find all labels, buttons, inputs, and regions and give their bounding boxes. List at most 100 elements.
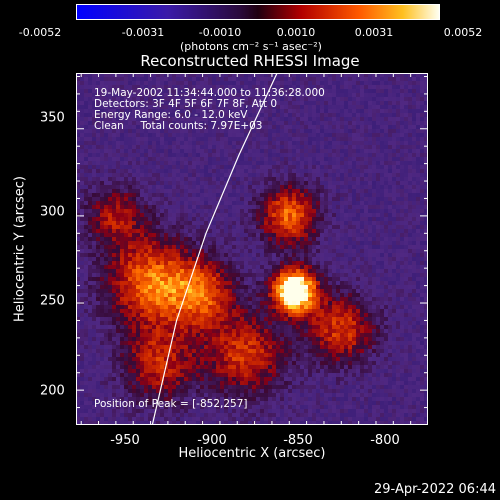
heatmap-cell [236, 241, 241, 246]
heatmap-cell [412, 97, 417, 102]
heatmap-cell [380, 293, 385, 298]
heatmap-cell [384, 265, 389, 270]
heatmap-cell [232, 169, 237, 174]
heatmap-cell [300, 221, 305, 226]
heatmap-cell [224, 225, 229, 230]
heatmap-cell [296, 245, 301, 250]
heatmap-cell [380, 241, 385, 246]
heatmap-cell [268, 217, 273, 222]
heatmap-cell [300, 257, 305, 262]
heatmap-cell [80, 273, 85, 278]
heatmap-cell [336, 121, 341, 126]
heatmap-cell [284, 93, 289, 98]
heatmap-cell [256, 101, 261, 106]
heatmap-cell [236, 237, 241, 242]
heatmap-cell [160, 157, 165, 162]
heatmap-cell [168, 229, 173, 234]
heatmap-cell [128, 221, 133, 226]
heatmap-cell [280, 289, 285, 294]
heatmap-cell [100, 293, 105, 298]
heatmap-cell [368, 201, 373, 206]
heatmap-cell [208, 165, 213, 170]
heatmap-cell [364, 233, 369, 238]
heatmap-cell [256, 173, 261, 178]
heatmap-cell [360, 193, 365, 198]
heatmap-cell [252, 129, 257, 134]
heatmap-cell [172, 97, 177, 102]
heatmap-cell [148, 245, 153, 250]
heatmap-cell [408, 245, 413, 250]
heatmap-cell [340, 81, 345, 86]
heatmap-cell [92, 101, 97, 106]
heatmap-cell [292, 265, 297, 270]
heatmap-cell [352, 189, 357, 194]
heatmap-cell [336, 197, 341, 202]
heatmap-cell [200, 89, 205, 94]
heatmap-cell [404, 125, 409, 130]
heatmap-cell [140, 81, 145, 86]
heatmap-cell [420, 273, 425, 278]
heatmap-cell [296, 77, 301, 82]
heatmap-cell [128, 257, 133, 262]
heatmap-cell [148, 141, 153, 146]
heatmap-cell [384, 133, 389, 138]
heatmap-cell [328, 137, 333, 142]
heatmap-cell [344, 105, 349, 110]
heatmap-cell [352, 245, 357, 250]
heatmap-cell [340, 165, 345, 170]
heatmap-cell [144, 133, 149, 138]
heatmap-cell [96, 257, 101, 262]
heatmap-cell [292, 297, 297, 302]
heatmap-cell [344, 93, 349, 98]
heatmap-cell [92, 221, 97, 226]
heatmap-cell [192, 121, 197, 126]
heatmap-cell [176, 165, 181, 170]
heatmap-cell [120, 153, 125, 158]
heatmap-cell [364, 189, 369, 194]
heatmap-cell [420, 157, 425, 162]
heatmap-cell [392, 137, 397, 142]
heatmap-cell [144, 89, 149, 94]
heatmap-cell [184, 253, 189, 258]
heatmap-cell [412, 249, 417, 254]
heatmap-cell [308, 161, 313, 166]
heatmap-cell [424, 285, 428, 290]
heatmap-cell [404, 217, 409, 222]
heatmap-cell [172, 213, 177, 218]
heatmap-cell [176, 113, 181, 118]
heatmap-cell [168, 149, 173, 154]
heatmap-cell [288, 229, 293, 234]
heatmap-cell [128, 121, 133, 126]
heatmap-cell [416, 241, 421, 246]
heatmap-cell [292, 261, 297, 266]
heatmap-cell [412, 137, 417, 142]
heatmap-cell [324, 97, 329, 102]
heatmap-cell [256, 245, 261, 250]
heatmap-cell [420, 277, 425, 282]
heatmap-cell [396, 85, 401, 90]
heatmap-cell [408, 101, 413, 106]
heatmap-cell [372, 205, 377, 210]
heatmap-cell [352, 157, 357, 162]
heatmap-cell [104, 209, 109, 214]
heatmap-cell [352, 121, 357, 126]
heatmap-cell [220, 261, 225, 266]
heatmap-cell [216, 105, 221, 110]
heatmap-cell [136, 89, 141, 94]
heatmap-cell [332, 133, 337, 138]
heatmap-cell [416, 161, 421, 166]
heatmap-cell [88, 257, 93, 262]
heatmap-cell [340, 249, 345, 254]
heatmap-cell [260, 73, 265, 78]
heatmap-cell [272, 265, 277, 270]
heatmap-cell [208, 101, 213, 106]
heatmap-cell [360, 233, 365, 238]
heatmap-cell [308, 89, 313, 94]
heatmap-cell [76, 289, 81, 294]
heatmap-cell [360, 173, 365, 178]
heatmap-cell [352, 165, 357, 170]
heatmap-cell [100, 101, 105, 106]
heatmap-cell [340, 237, 345, 242]
heatmap-cell [372, 169, 377, 174]
heatmap-cell [224, 121, 229, 126]
